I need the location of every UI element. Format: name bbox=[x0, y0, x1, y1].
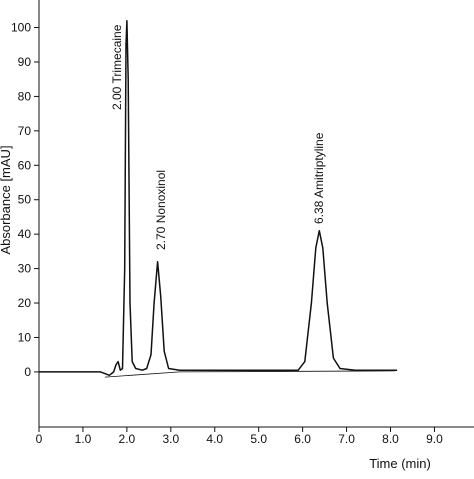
y-tick-label: 10 bbox=[18, 330, 32, 344]
y-tick-label: 100 bbox=[11, 21, 31, 35]
trace bbox=[39, 19, 398, 377]
y-tick-label: 80 bbox=[18, 89, 32, 103]
y-tick-label: 60 bbox=[18, 158, 32, 172]
x-axis-label: Time (min) bbox=[369, 456, 431, 471]
x-tick-label: 0 bbox=[36, 432, 43, 446]
y-tick-label: 70 bbox=[18, 124, 32, 138]
x-tick-label: 1.0 bbox=[75, 432, 92, 446]
y-axis-label: Absorbance [mAU] bbox=[0, 145, 13, 254]
x-tick-label: 6.0 bbox=[294, 432, 311, 446]
x-tick-label: 3.0 bbox=[162, 432, 179, 446]
x-tick-label: 9.0 bbox=[426, 432, 443, 446]
peak-label: 2.00 Trimecaine bbox=[110, 24, 124, 110]
x-tick-label: 5.0 bbox=[250, 432, 267, 446]
peak-label: 2.70 Nonoxinol bbox=[154, 170, 168, 250]
x-tick-label: 2.0 bbox=[119, 432, 136, 446]
y-tick-label: 30 bbox=[18, 262, 32, 276]
x-tick-label: 8.0 bbox=[382, 432, 399, 446]
y-tick-label: 90 bbox=[18, 55, 32, 69]
x-tick-label: 7.0 bbox=[338, 432, 355, 446]
y-tick-label: 0 bbox=[24, 365, 31, 379]
peak-label: 6.38 Amitriptyline bbox=[312, 132, 326, 224]
x-tick-label: 4.0 bbox=[206, 432, 223, 446]
trace bbox=[104, 370, 395, 378]
y-tick-label: 50 bbox=[18, 193, 32, 207]
y-tick-label: 40 bbox=[18, 227, 32, 241]
y-tick-label: 20 bbox=[18, 296, 32, 310]
